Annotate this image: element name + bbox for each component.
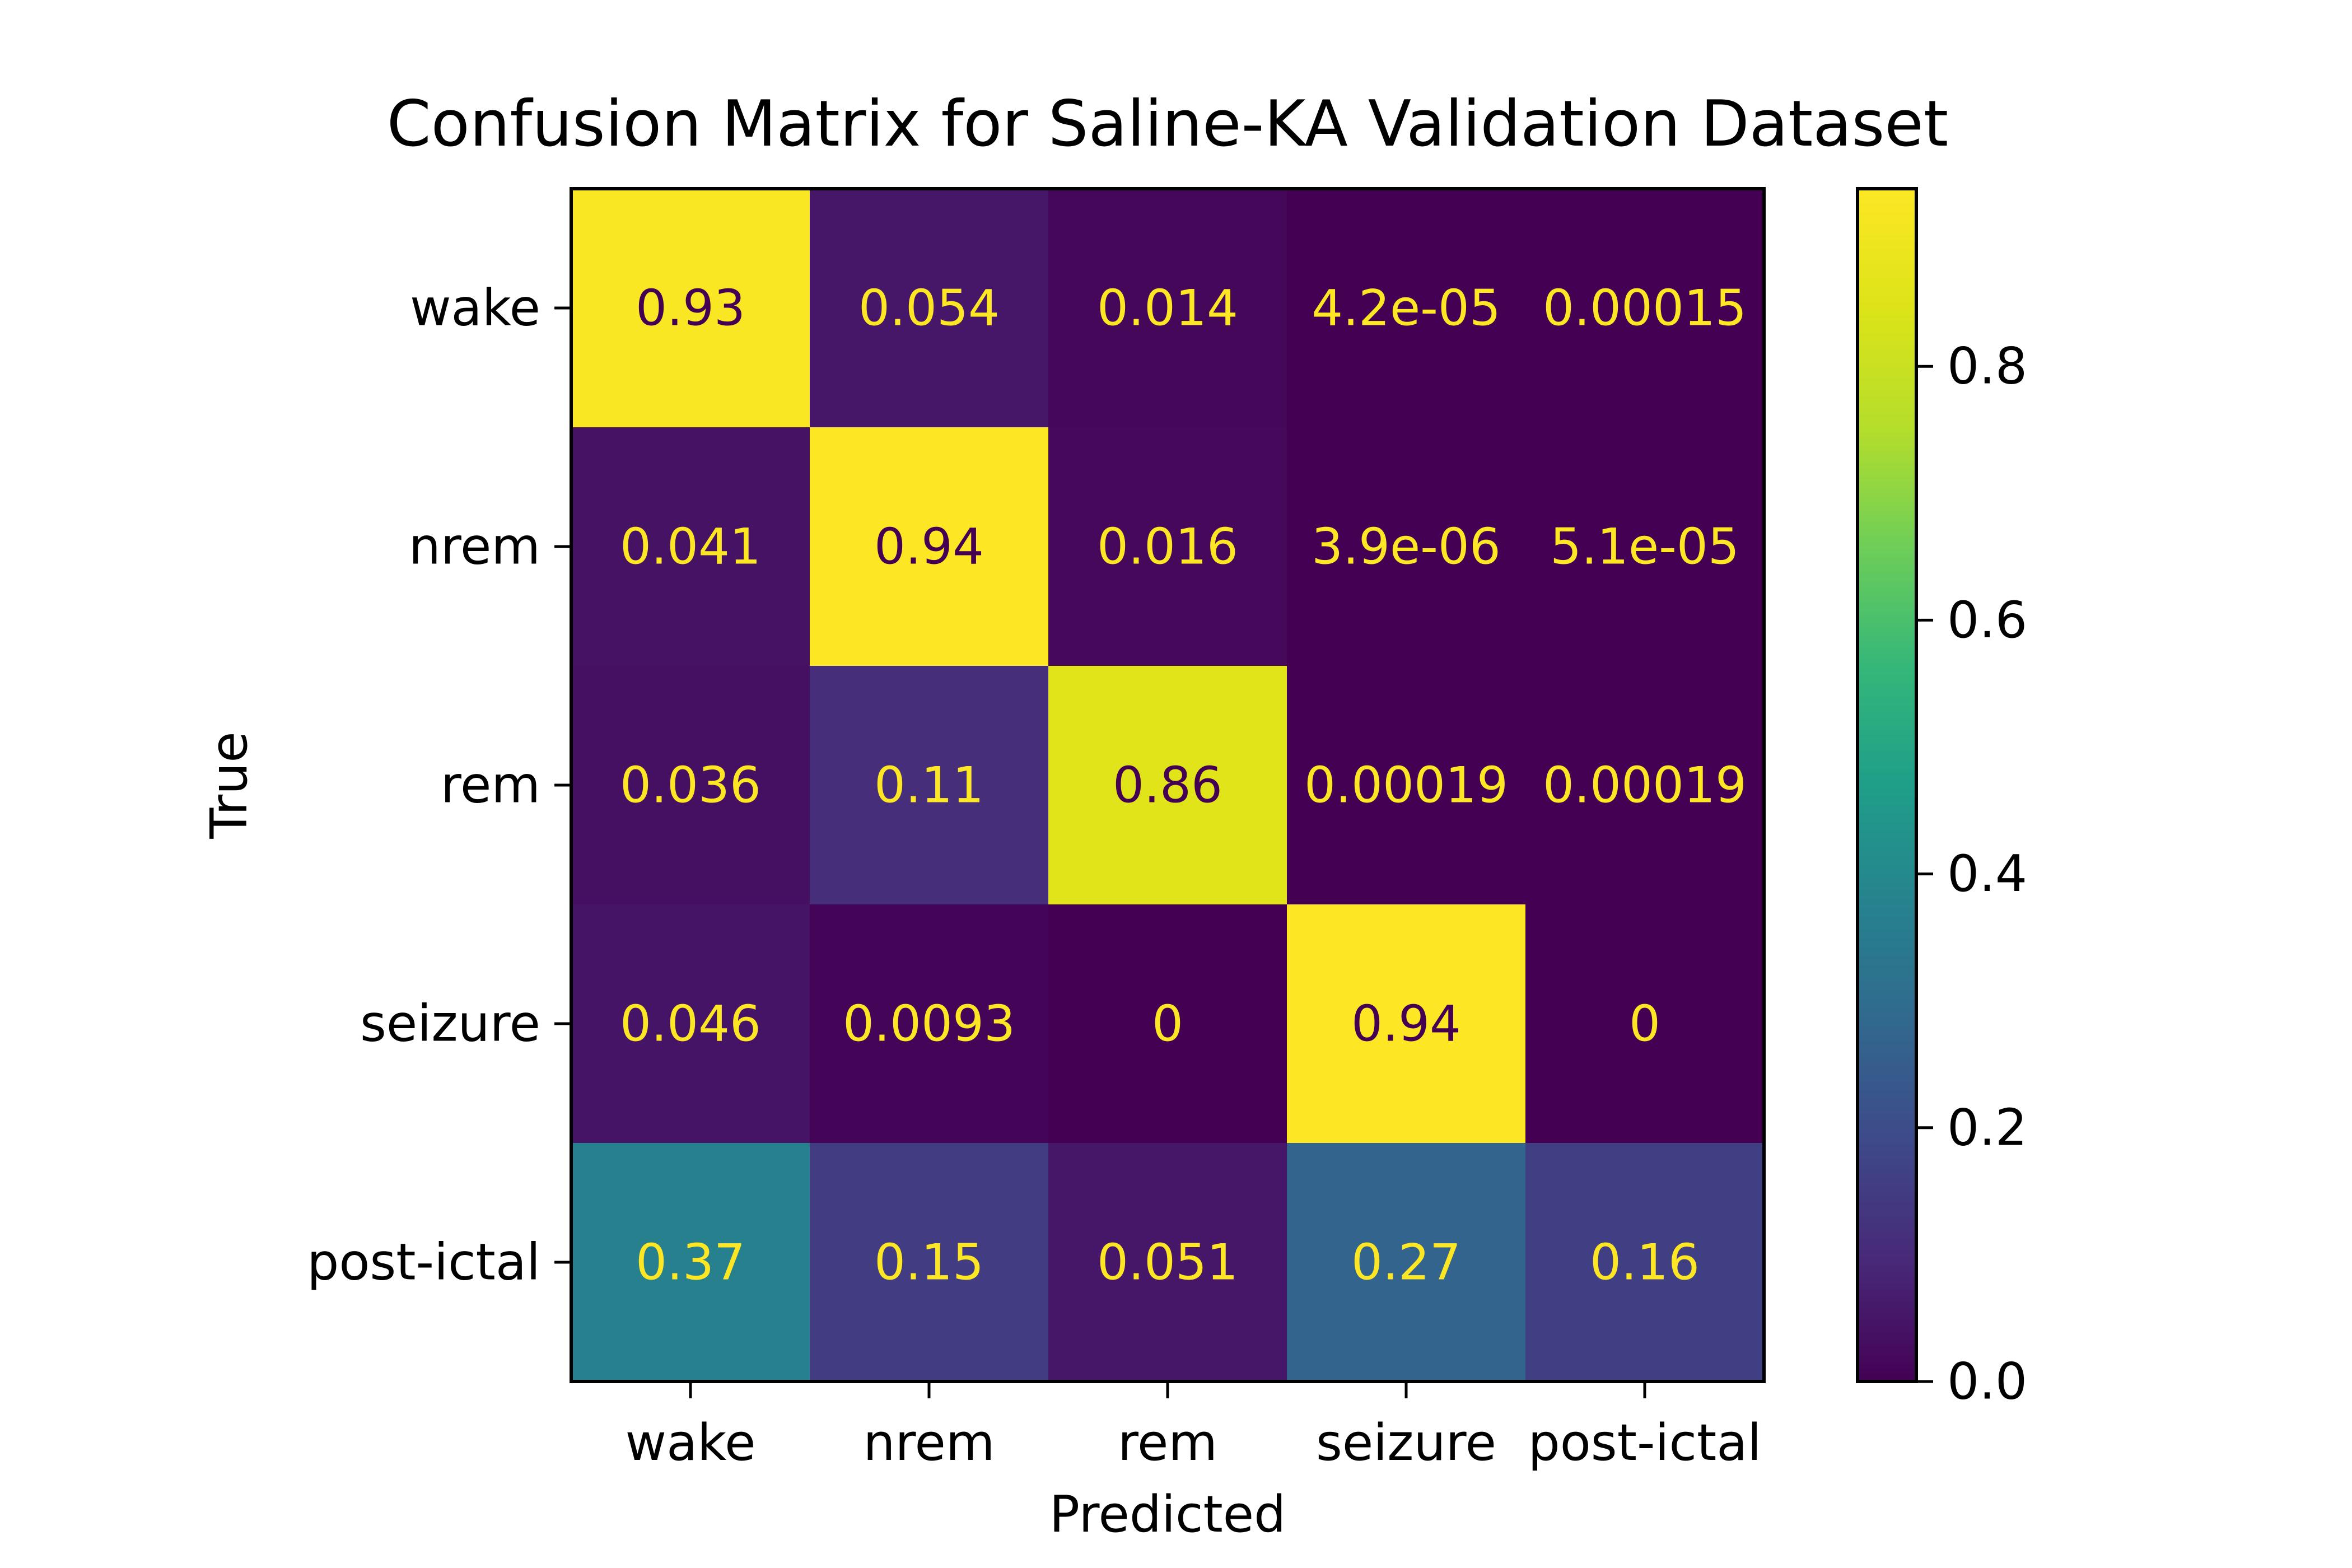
colorbar-tick-label: 0.0 — [1947, 1352, 2027, 1411]
y-tick-label: seizure — [360, 995, 540, 1053]
x-tick-label: seizure — [1316, 1413, 1496, 1472]
heatmap-cell — [1525, 189, 1765, 428]
x-tick-label: wake — [625, 1413, 755, 1472]
cell-value-label: 0.00019 — [1304, 757, 1508, 814]
cell-value-label: 0.16 — [1590, 1234, 1700, 1291]
cell-value-label: 0 — [1152, 995, 1183, 1053]
cell-value-label: 0.93 — [636, 279, 745, 337]
cell-value-label: 0.37 — [636, 1234, 745, 1291]
cell-value-label: 0.11 — [874, 757, 984, 814]
heatmap-cell — [1287, 904, 1526, 1144]
cell-value-label: 4.2e-05 — [1312, 279, 1501, 337]
cell-value-label: 0.054 — [858, 279, 1000, 337]
cell-value-label: 0.046 — [620, 995, 761, 1053]
cell-value-label: 0.041 — [620, 518, 761, 576]
heatmap-cell — [810, 189, 1049, 428]
x-tick-label: post-ictal — [1528, 1413, 1762, 1472]
heatmap-cell — [1287, 189, 1526, 428]
cell-value-label: 0.86 — [1113, 757, 1222, 814]
heatmap-cell — [1525, 666, 1765, 905]
heatmap-cell — [1525, 904, 1765, 1144]
cell-value-label: 0.94 — [874, 518, 984, 576]
colorbar-tick-label: 0.4 — [1947, 844, 2027, 903]
x-tick-label: nrem — [863, 1413, 995, 1472]
cell-value-label: 0.00015 — [1543, 279, 1747, 337]
heatmap-cell — [810, 427, 1049, 666]
x-axis-label: Predicted — [1049, 1485, 1286, 1544]
heatmap-cell — [1287, 666, 1526, 905]
colorbar — [1856, 187, 1918, 1383]
y-tick-label: rem — [441, 756, 540, 815]
heatmap-cell — [571, 427, 810, 666]
heatmap-cell — [571, 666, 810, 905]
heatmap-cell — [1048, 904, 1287, 1144]
y-axis-label: True — [200, 731, 259, 839]
heatmap-cell — [1287, 427, 1526, 666]
cell-value-label: 0.94 — [1351, 995, 1461, 1053]
heatmap-cell — [571, 1143, 810, 1382]
cell-value-label: 0.0093 — [843, 995, 1015, 1053]
heatmap-cell — [810, 1143, 1049, 1382]
y-tick-label: wake — [410, 279, 540, 338]
colorbar-tick-label: 0.2 — [1947, 1098, 2027, 1157]
heatmap-cell — [1287, 1143, 1526, 1382]
cell-value-label: 0.014 — [1097, 279, 1238, 337]
y-tick-label: post-ictal — [307, 1233, 540, 1292]
heatmap-cell — [1525, 427, 1765, 666]
cell-value-label: 0.15 — [874, 1234, 984, 1291]
heatmap-cell — [1048, 666, 1287, 905]
cell-value-label: 5.1e-05 — [1550, 518, 1739, 576]
heatmap-cell — [810, 666, 1049, 905]
x-tick-label: rem — [1118, 1413, 1217, 1472]
heatmap-cell — [1048, 1143, 1287, 1382]
heatmap-cell — [1048, 189, 1287, 428]
cell-value-label: 0.016 — [1097, 518, 1238, 576]
heatmap-cell — [1048, 427, 1287, 666]
cell-value-label: 3.9e-06 — [1312, 518, 1501, 576]
heatmap-cell — [810, 904, 1049, 1144]
cell-value-label: 0.036 — [620, 757, 761, 814]
heatmap-cell — [571, 904, 810, 1144]
cell-value-label: 0.051 — [1097, 1234, 1238, 1291]
cell-value-label: 0 — [1629, 995, 1660, 1053]
heatmap-cell — [571, 189, 810, 428]
y-tick-label: nrem — [409, 517, 540, 576]
cell-value-label: 0.27 — [1351, 1234, 1461, 1291]
colorbar-tick-label: 0.6 — [1947, 591, 2027, 650]
colorbar-tick-label: 0.8 — [1947, 337, 2027, 396]
cell-value-label: 0.00019 — [1543, 757, 1747, 814]
heatmap-cell — [1525, 1143, 1765, 1382]
chart-title: Confusion Matrix for Saline-KA Validatio… — [387, 87, 1948, 161]
